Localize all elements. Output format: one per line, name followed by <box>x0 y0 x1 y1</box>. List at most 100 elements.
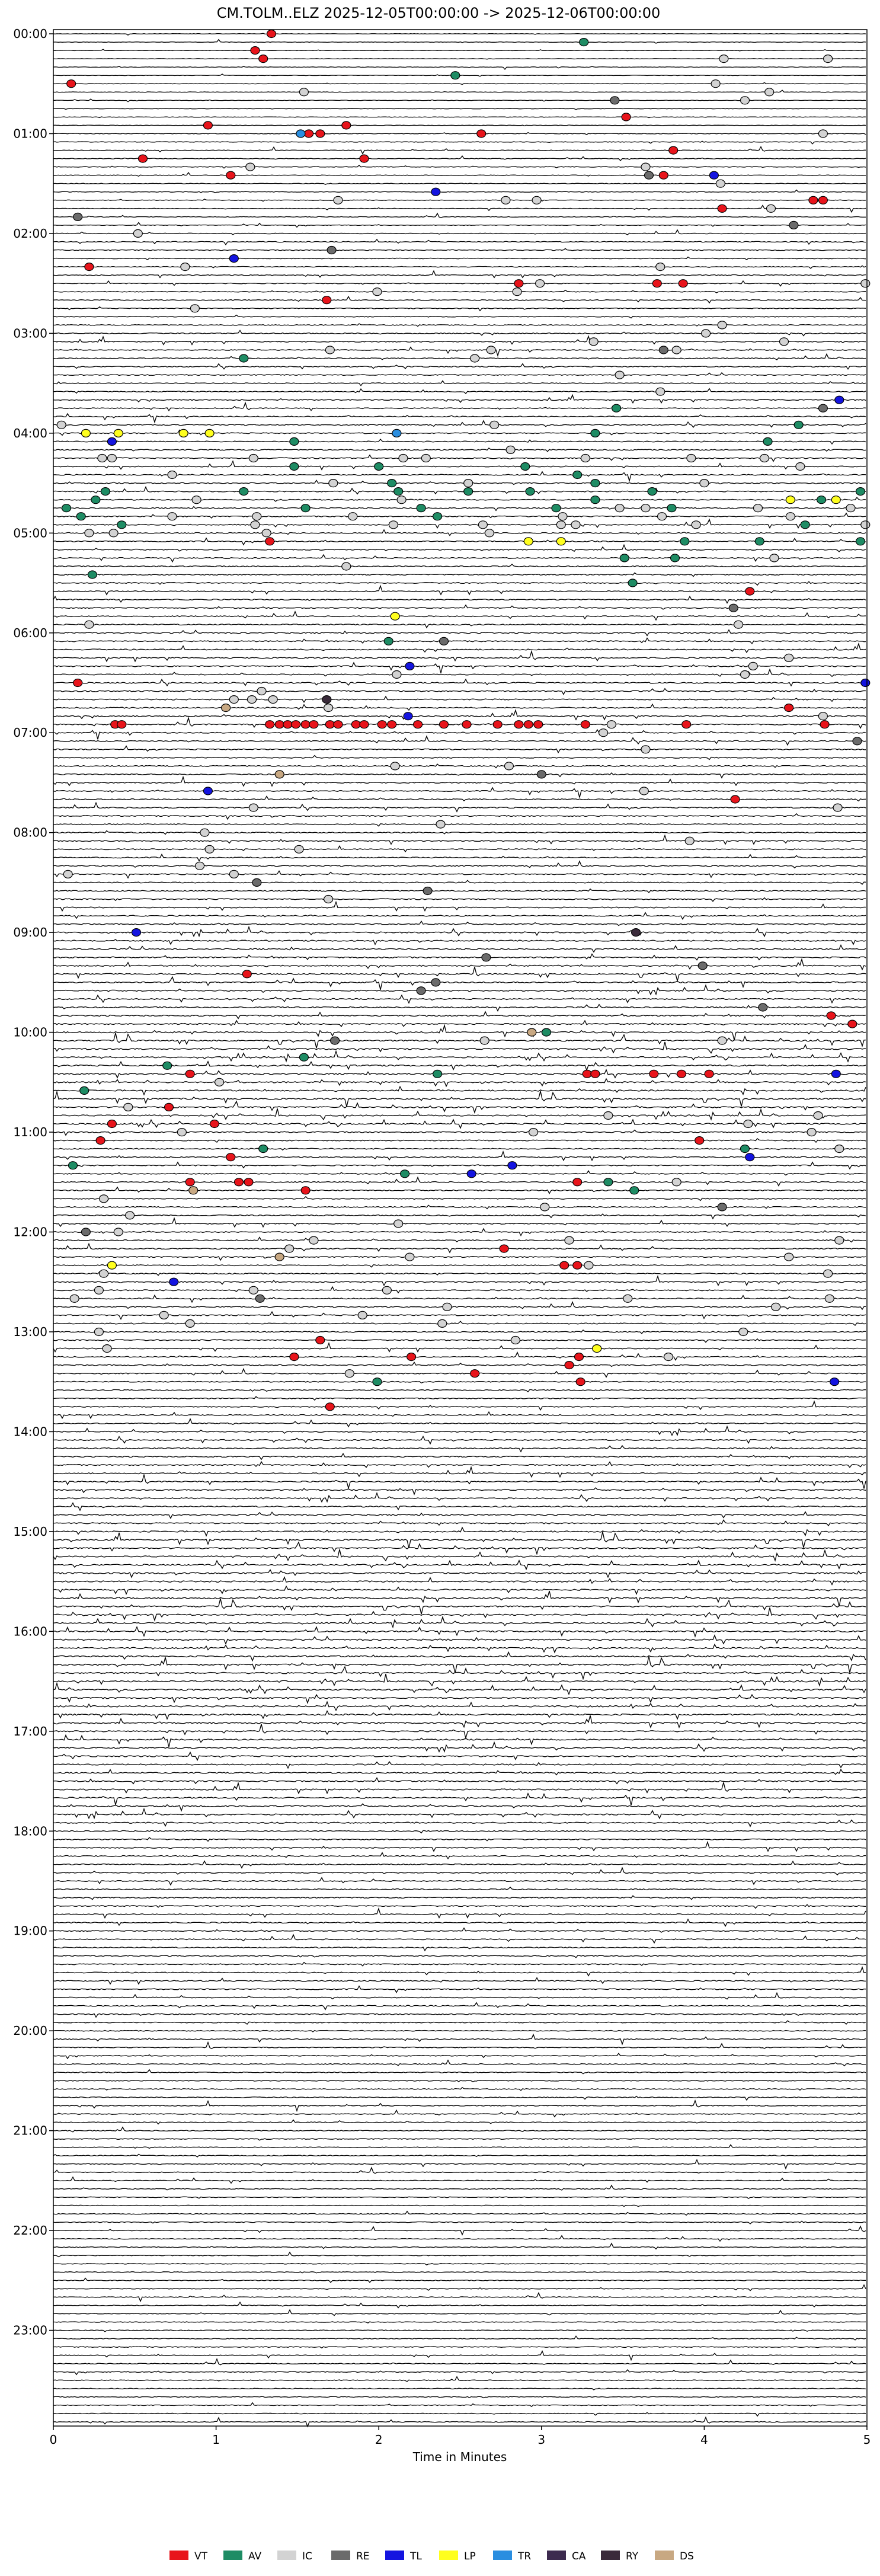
event-marker-ic <box>860 279 871 288</box>
event-marker-vt <box>137 154 148 163</box>
event-marker-av <box>541 1028 552 1037</box>
event-marker-tl <box>131 928 142 937</box>
event-marker-lp <box>107 1261 117 1270</box>
event-marker-ic <box>215 1078 225 1086</box>
trace-row <box>53 512 866 519</box>
event-marker-vt <box>341 121 351 130</box>
event-marker-av <box>590 429 600 438</box>
trace-row <box>53 1907 866 1919</box>
trace-row <box>53 2030 866 2032</box>
event-marker-lp <box>178 429 188 438</box>
trace-row <box>53 372 866 379</box>
event-marker-lp <box>113 429 123 438</box>
trace-row <box>53 229 866 235</box>
trace-row <box>53 1585 866 1596</box>
trace-row <box>53 2041 866 2050</box>
y-tick-label: 16:00 <box>13 1624 47 1638</box>
event-marker-ic <box>479 1036 489 1045</box>
event-marker-av <box>61 504 72 513</box>
event-marker-ic <box>501 196 511 204</box>
trace-row <box>53 314 866 319</box>
event-marker-vt <box>745 587 755 596</box>
event-marker-ic <box>580 453 591 463</box>
event-marker-vt <box>244 1178 254 1187</box>
event-marker-av <box>579 37 589 47</box>
legend-label: CA <box>572 2551 586 2562</box>
event-marker-ic <box>204 845 215 854</box>
event-marker-ic <box>229 695 239 704</box>
event-marker-re <box>728 603 738 612</box>
trace-row <box>53 1060 866 1072</box>
event-marker-ic <box>784 653 794 663</box>
trace-row <box>53 1228 866 1236</box>
event-marker-vt <box>164 1102 174 1112</box>
event-marker-ic <box>56 420 66 429</box>
event-marker-re <box>255 1294 265 1303</box>
trace-row <box>53 380 866 386</box>
trace-row <box>53 323 866 327</box>
trace-row <box>53 745 866 754</box>
legend-swatch-ds <box>655 2551 674 2560</box>
event-marker-av <box>289 437 299 446</box>
event-marker-vt <box>582 1069 592 1078</box>
trace-row <box>53 1170 866 1176</box>
trace-row <box>53 1751 866 1762</box>
event-marker-vt <box>66 79 76 88</box>
event-marker-av <box>572 470 583 480</box>
y-tick-label: 01:00 <box>13 126 47 140</box>
event-marker-vt <box>717 204 727 213</box>
trace-row <box>53 900 866 912</box>
event-marker-vt <box>681 720 692 729</box>
event-marker-vt <box>492 720 503 729</box>
event-marker-ic <box>294 845 304 854</box>
event-marker-ic <box>717 1036 727 1045</box>
trace-row <box>53 787 866 798</box>
trace-row <box>53 2412 866 2417</box>
trace-row <box>53 581 866 586</box>
event-marker-vt <box>514 279 524 288</box>
event-marker-re <box>610 96 620 105</box>
event-marker-av <box>855 537 866 546</box>
trace-row <box>53 709 866 721</box>
event-marker-vt <box>315 1335 325 1345</box>
trace-row <box>53 1803 866 1812</box>
trace-row <box>53 1452 866 1460</box>
event-marker-ic <box>388 520 399 529</box>
trace-row <box>53 775 866 787</box>
trace-row <box>53 1137 866 1143</box>
event-marker-ic <box>671 346 681 354</box>
event-marker-lp <box>523 537 533 546</box>
event-marker-vt <box>315 129 325 138</box>
trace-row <box>53 2220 866 2225</box>
trace-row <box>53 1651 866 1662</box>
trace-row <box>53 1549 866 1562</box>
event-marker-ic <box>528 1127 539 1137</box>
event-marker-ic <box>584 1261 594 1270</box>
trace-row <box>53 1607 866 1622</box>
event-marker-ic <box>200 828 210 837</box>
event-marker-ic <box>769 554 779 562</box>
trace-row <box>53 1701 866 1711</box>
event-marker-ic <box>261 529 271 538</box>
trace-row <box>53 755 866 760</box>
trace-row <box>53 1254 866 1261</box>
event-marker-ic <box>248 803 258 812</box>
trace-row <box>53 1840 866 1852</box>
event-marker-ic <box>785 512 796 521</box>
trace-row <box>53 270 866 279</box>
trace-row <box>53 1041 866 1054</box>
trace-row <box>53 1966 866 1977</box>
trace-row <box>53 1108 866 1121</box>
trace-row <box>53 1033 866 1049</box>
event-marker-ic <box>99 1269 109 1278</box>
trace-row <box>53 1947 866 1952</box>
event-marker-vt <box>274 720 284 729</box>
trace-row <box>53 222 866 228</box>
trace-row <box>53 2138 866 2141</box>
event-marker-ic <box>123 1102 133 1112</box>
event-marker-av <box>239 354 249 363</box>
x-tick-label: 4 <box>700 2433 708 2447</box>
y-tick-label: 09:00 <box>13 925 47 939</box>
event-marker-av <box>754 537 764 546</box>
trace-row <box>53 716 866 729</box>
